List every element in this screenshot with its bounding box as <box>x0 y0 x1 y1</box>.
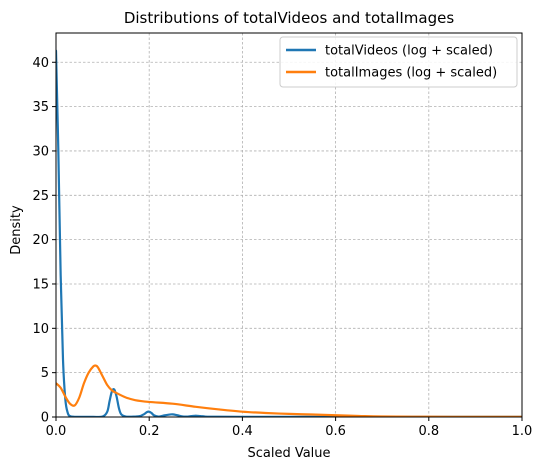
chart-title: Distributions of totalVideos and totalIm… <box>124 9 454 27</box>
y-axis-label: Density <box>9 205 24 255</box>
x-tick-label: 0.4 <box>232 424 253 439</box>
series-group <box>56 49 522 417</box>
x-axis-ticks: 0.0 0.2 0.4 0.6 0.8 1.0 <box>46 417 533 439</box>
x-axis-label: Scaled Value <box>247 446 330 461</box>
series-line-totalvideos <box>56 49 522 417</box>
x-tick-label: 0.6 <box>325 424 346 439</box>
legend-box <box>279 36 518 88</box>
x-tick-label: 1.0 <box>512 424 533 439</box>
y-tick-label: 25 <box>32 189 49 204</box>
grid-lines <box>55 33 523 418</box>
legend: totalVideos (log + scaled) totalImages (l… <box>279 36 518 88</box>
y-tick-label: 20 <box>32 233 49 248</box>
y-tick-label: 35 <box>32 100 49 115</box>
y-tick-label: 5 <box>41 366 49 381</box>
y-tick-label: 40 <box>32 56 49 71</box>
y-tick-label: 15 <box>32 277 49 292</box>
series-line-totalimages <box>56 364 522 417</box>
y-axis-ticks: 0 5 10 15 20 25 30 35 40 <box>32 56 56 426</box>
x-tick-label: 0.8 <box>418 424 439 439</box>
y-tick-label: 10 <box>32 322 49 337</box>
plot-frame <box>55 32 523 418</box>
x-tick-label: 0.0 <box>46 424 67 439</box>
x-tick-label: 0.2 <box>139 424 160 439</box>
y-tick-label: 30 <box>32 144 49 159</box>
y-tick-label: 0 <box>41 411 49 426</box>
legend-entry-label: totalImages (log + scaled) <box>325 66 497 81</box>
legend-entry-label: totalVideos (log + scaled) <box>325 44 493 59</box>
